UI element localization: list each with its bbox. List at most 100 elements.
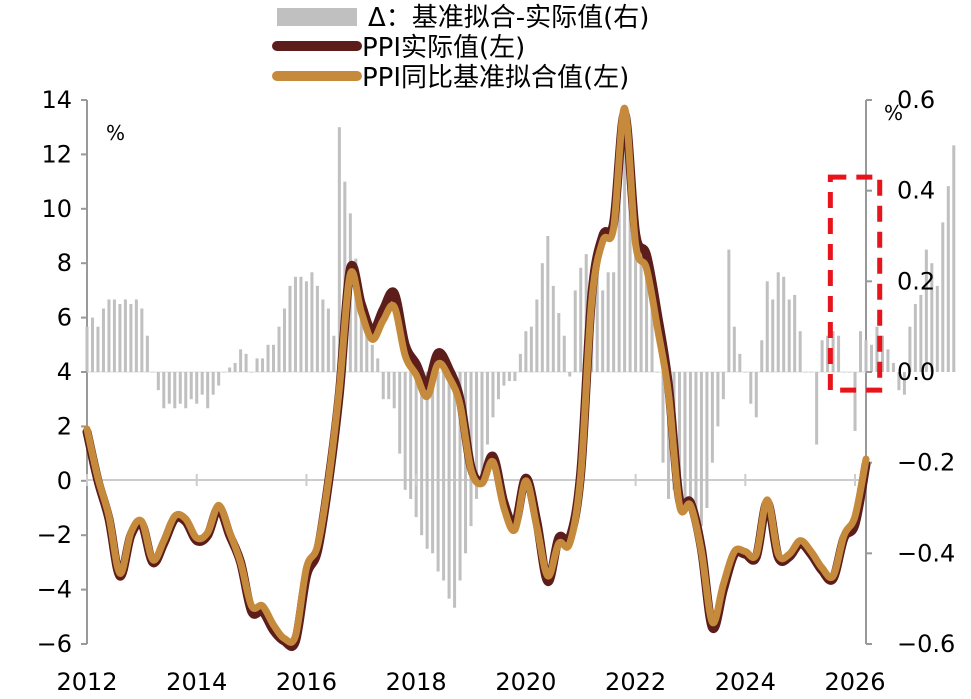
bar-134 <box>820 340 824 372</box>
bar-93 <box>595 249 599 372</box>
bar-135 <box>826 335 830 372</box>
bar-120 <box>743 372 747 373</box>
bar-128 <box>787 299 791 372</box>
bar-113 <box>705 372 709 508</box>
legend-label-fit: PPI同比基准拟合值(左) <box>362 63 629 93</box>
ticks-layer: 14 12 10 8 6 4 2 0 −2 −4 −6 0.6 0.4 0.2 0.0 −0.2 −0.4 −0.… <box>37 86 956 696</box>
right-tick-label: −0.6 <box>897 630 955 658</box>
right-tick-label: −0.4 <box>897 539 955 567</box>
bar-146 <box>886 349 890 372</box>
bar-109 <box>683 372 687 508</box>
bar-55 <box>387 372 391 400</box>
left-tick-label: 14 <box>41 86 72 114</box>
bar-154 <box>930 263 934 372</box>
bar-152 <box>919 294 923 372</box>
bar-158 <box>952 145 956 372</box>
highlight-box <box>827 174 883 393</box>
left-tick-label: 12 <box>41 140 72 168</box>
bar-32 <box>261 358 265 372</box>
bar-60 <box>414 372 418 518</box>
bar-68 <box>458 372 462 581</box>
x-tick-label: 2024 <box>715 668 776 696</box>
right-tick-label: 0.2 <box>897 267 935 295</box>
bar-106 <box>667 372 671 499</box>
bar-156 <box>941 222 945 372</box>
left-tick-label: −4 <box>37 576 72 604</box>
bar-157 <box>946 186 950 372</box>
bar-131 <box>804 372 808 373</box>
bar-42 <box>315 285 319 372</box>
bar-79 <box>518 353 522 372</box>
bar-9 <box>134 299 138 372</box>
bar-125 <box>771 299 775 372</box>
bar-39 <box>299 276 303 372</box>
bar-67 <box>453 372 457 608</box>
bar-100 <box>634 222 638 372</box>
bar-30 <box>250 372 254 373</box>
bar-99 <box>628 177 632 372</box>
right-tick-label: 0.6 <box>897 86 935 114</box>
bars-layer <box>85 127 956 608</box>
bar-44 <box>326 308 330 372</box>
bar-6 <box>118 304 122 372</box>
line-ppi-fit <box>83 104 870 646</box>
bar-64 <box>436 372 440 572</box>
bar-118 <box>732 326 736 372</box>
bar-20 <box>195 372 199 404</box>
left-tick-label: 4 <box>57 358 72 386</box>
bar-85 <box>551 285 555 372</box>
bar-15 <box>167 372 171 404</box>
bar-40 <box>304 281 308 372</box>
bar-72 <box>480 372 484 481</box>
bar-117 <box>727 249 731 372</box>
x-tick-label: 2026 <box>824 668 885 696</box>
left-tick-label: 10 <box>41 195 72 223</box>
bar-83 <box>540 263 544 372</box>
bar-150 <box>908 326 912 372</box>
bar-1 <box>90 317 94 372</box>
bar-16 <box>173 372 177 409</box>
bar-50 <box>359 290 363 372</box>
bar-56 <box>392 372 396 409</box>
left-tick-label: 0 <box>57 467 72 495</box>
bar-73 <box>485 372 489 445</box>
bar-119 <box>738 353 742 372</box>
x-tick-label: 2022 <box>605 668 666 696</box>
bar-124 <box>765 281 769 372</box>
bar-3 <box>101 308 105 372</box>
bar-66 <box>447 372 451 599</box>
bar-98 <box>623 131 627 372</box>
bar-57 <box>398 372 402 454</box>
bar-45 <box>332 335 336 372</box>
bar-58 <box>403 372 407 490</box>
bar-52 <box>370 344 374 372</box>
right-unit-label: % <box>884 101 903 125</box>
bar-41 <box>310 272 314 372</box>
bar-122 <box>754 372 758 418</box>
x-tick-label: 2016 <box>276 668 337 696</box>
x-tick-label: 2018 <box>386 668 447 696</box>
bar-38 <box>293 276 297 372</box>
bar-132 <box>809 372 813 373</box>
bar-22 <box>206 372 210 409</box>
legend-label-actual: PPI实际值(左) <box>362 33 525 63</box>
left-unit-label: % <box>106 121 125 145</box>
bar-25 <box>222 372 226 373</box>
bar-89 <box>573 290 577 372</box>
bar-76 <box>502 372 506 386</box>
bar-2 <box>96 326 100 372</box>
legend: Δ：基准拟合-实际值(右) PPI实际值(左) PPI同比基准拟合值(左) <box>272 3 649 93</box>
bar-54 <box>381 372 385 400</box>
bar-147 <box>891 362 895 372</box>
bar-23 <box>211 372 215 395</box>
legend-swatch-bar <box>277 8 357 26</box>
bar-18 <box>184 372 188 409</box>
bar-81 <box>529 326 533 372</box>
bar-114 <box>710 372 714 463</box>
bar-88 <box>568 372 572 377</box>
bar-29 <box>244 353 248 372</box>
bar-116 <box>721 372 725 400</box>
left-tick-label: −6 <box>37 630 72 658</box>
left-tick-label: −2 <box>37 521 72 549</box>
bar-141 <box>859 331 863 372</box>
